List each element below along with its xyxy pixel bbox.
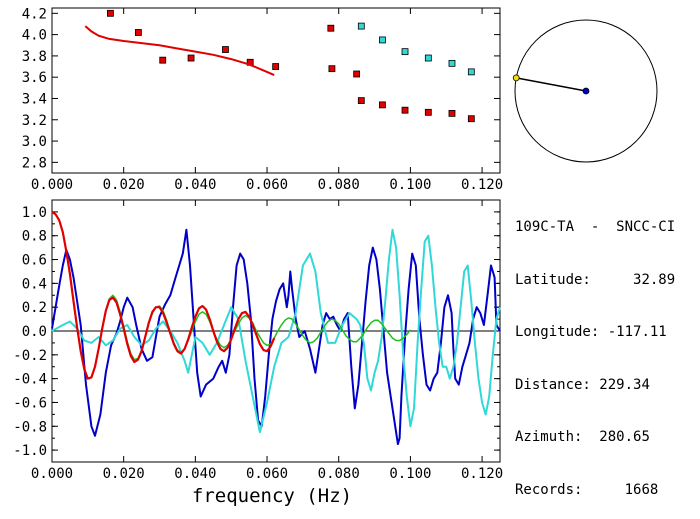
red-point (424, 108, 432, 116)
cyan-point (424, 54, 432, 62)
station-dot (582, 87, 590, 95)
correlation-marks (51, 210, 501, 446)
red-point (353, 70, 361, 78)
x-tick-label: 0.040 (174, 177, 216, 193)
red-series-line (51, 210, 276, 380)
correlation-panel: 1.0 0.8 0.6 0.4 0.2 0.0 -0.2 -0.4 -0.6 -0.8 -1.0 0.… (13, 199, 503, 507)
cyan-point (448, 59, 456, 67)
station-info: 109C-TA - SNCC-CI Latitude: 32.89 Longit… (515, 184, 675, 517)
x-axis-label: frequency (Hz) (192, 485, 352, 507)
y-tick-label: 3.8 (22, 49, 47, 65)
y-tick-label: -1.0 (13, 443, 47, 459)
x-tick-label: 0.100 (389, 177, 431, 193)
y-tick-label: 3.6 (22, 70, 47, 86)
y-tick-label: 2.8 (22, 155, 47, 171)
dispersion-frame (51, 7, 501, 174)
dispersion-marks (84, 9, 475, 123)
azimuth-circle (514, 19, 658, 163)
latitude-label: Latitude: (515, 271, 591, 288)
x-tick-label: 0.000 (31, 177, 73, 193)
longitude-row: Longitude: -117.11 (515, 324, 675, 342)
x-tick-label: 0.060 (246, 466, 288, 482)
y-tick-label: 0.6 (22, 253, 47, 269)
source-dot (512, 74, 520, 82)
longitude-value: -117.11 (607, 324, 667, 340)
latitude-value: 32.89 (633, 271, 676, 288)
distance-value: 229.34 (599, 376, 650, 393)
distance-label: Distance: (515, 376, 591, 393)
dispersion-panel: 2.8 3.0 3.2 3.4 3.6 3.8 4.0 4.2 0.000 0.020 0.040 0… (22, 6, 503, 193)
y-tick-label: 3.2 (22, 113, 47, 129)
azimuth-line (516, 77, 587, 92)
y-tick-label: 3.4 (22, 91, 47, 107)
azimuth-row: Azimuth: 280.65 (515, 429, 675, 447)
station-name: 109C-TA - SNCC-CI (515, 219, 676, 235)
red-point (328, 65, 336, 73)
y-tick-label: 4.0 (22, 28, 47, 44)
x-tick-label: 0.120 (461, 466, 503, 482)
azimuth-label: Azimuth: (515, 429, 583, 445)
records-label: Records: (515, 481, 583, 498)
cyan-point (357, 22, 365, 30)
red-point (327, 24, 335, 32)
red-point (222, 46, 229, 53)
longitude-label: Longitude: (515, 324, 600, 340)
red-point (187, 54, 195, 62)
y-tick-label: 0.4 (22, 276, 47, 292)
records-row: Records: 1668 (515, 482, 675, 500)
azimuth-diagram (512, 19, 658, 163)
red-point (467, 115, 475, 123)
y-tick-label: -0.4 (13, 372, 47, 388)
x-tick-label: 0.040 (174, 466, 216, 482)
y-tick-label: 0.8 (22, 229, 47, 245)
x-tick-label: 0.020 (103, 466, 145, 482)
green-series-line (51, 211, 411, 380)
y-tick-label: 0.0 (22, 324, 47, 340)
cyan-series-line (51, 228, 501, 434)
y-tick-label: 4.2 (22, 6, 47, 22)
x-tick-label: 0.000 (31, 466, 73, 482)
dispersion-axes: 2.8 3.0 3.2 3.4 3.6 3.8 4.0 4.2 0.000 0.020 0.040 0… (22, 6, 503, 193)
red-point (379, 101, 386, 109)
distance-row: Distance: 229.34 (515, 377, 675, 395)
red-point (159, 56, 167, 64)
x-tick-label: 0.060 (246, 177, 288, 193)
y-tick-label: -0.8 (13, 419, 47, 435)
x-tick-label: 0.080 (318, 177, 360, 193)
azimuth-value: 280.65 (599, 429, 650, 445)
red-point (448, 109, 456, 117)
red-point (401, 106, 409, 114)
y-tick-label: 1.0 (22, 205, 47, 221)
y-tick-label: 0.2 (22, 300, 47, 316)
red-point (272, 63, 280, 70)
fit-curve (84, 25, 275, 77)
cyan-point (467, 68, 475, 76)
y-tick-label: 3.0 (22, 134, 47, 150)
latitude-row: Latitude: 32.89 (515, 272, 675, 290)
x-tick-label: 0.100 (389, 466, 431, 482)
x-tick-label: 0.020 (103, 177, 145, 193)
red-point (134, 29, 142, 36)
records-value: 1668 (624, 481, 659, 498)
cyan-point (379, 36, 386, 44)
y-tick-label: -0.6 (13, 395, 47, 411)
y-tick-label: -0.2 (13, 348, 47, 364)
red-point (357, 97, 365, 105)
red-point (107, 9, 114, 17)
x-tick-label: 0.080 (318, 466, 360, 482)
blue-series-line (51, 228, 501, 446)
x-tick-label: 0.120 (461, 177, 503, 193)
cyan-point (401, 48, 409, 56)
